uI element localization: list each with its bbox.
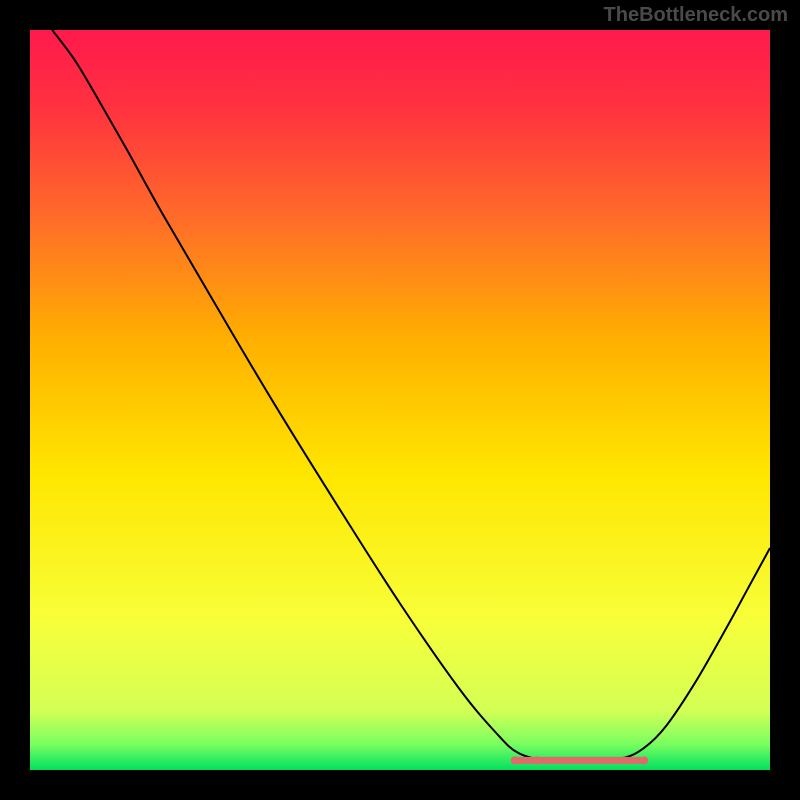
watermark-text: TheBottleneck.com <box>604 4 788 27</box>
chart-plot-area <box>30 30 770 770</box>
chart-svg <box>30 30 770 770</box>
optimal-range-marker <box>511 756 649 764</box>
chart-background <box>30 30 770 770</box>
